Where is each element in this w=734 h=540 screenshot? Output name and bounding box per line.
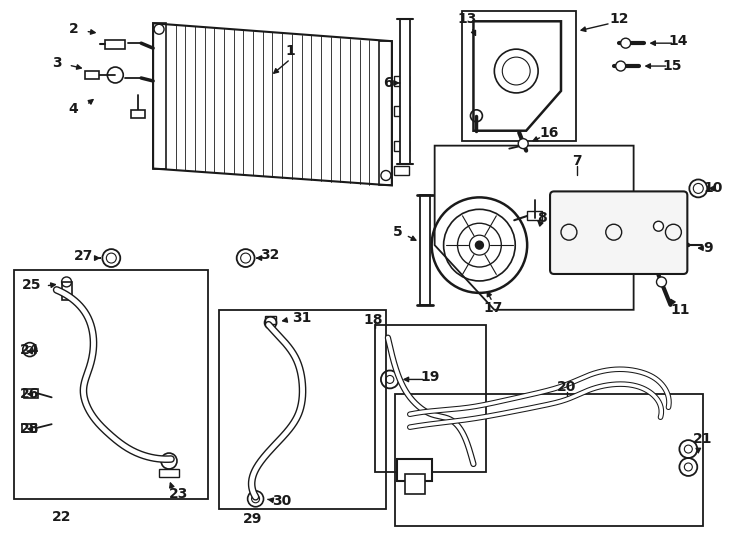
Text: 4: 4 <box>69 102 79 116</box>
Bar <box>85 71 99 79</box>
Text: 8: 8 <box>537 211 547 225</box>
Bar <box>219 310 386 509</box>
Bar <box>405 474 425 494</box>
Text: 29: 29 <box>243 512 262 526</box>
Text: 6: 6 <box>383 76 393 90</box>
Bar <box>131 110 145 118</box>
Text: 24: 24 <box>20 342 40 356</box>
Text: 23: 23 <box>170 487 189 501</box>
Bar <box>14 270 208 499</box>
Bar <box>527 211 542 220</box>
Bar <box>375 325 487 472</box>
Bar <box>394 166 409 176</box>
Circle shape <box>616 61 625 71</box>
Bar <box>395 394 703 525</box>
Bar <box>394 106 409 116</box>
Bar <box>159 469 179 477</box>
Text: 22: 22 <box>52 510 71 524</box>
Text: 10: 10 <box>703 181 723 195</box>
Text: 9: 9 <box>703 241 713 255</box>
Circle shape <box>518 139 528 148</box>
Text: 26: 26 <box>20 387 39 401</box>
Text: 3: 3 <box>52 56 62 70</box>
Bar <box>264 316 277 323</box>
Circle shape <box>621 38 631 48</box>
Text: 25: 25 <box>22 278 42 292</box>
Bar <box>62 282 71 300</box>
Text: 20: 20 <box>557 380 577 394</box>
Text: 12: 12 <box>609 12 628 26</box>
Bar <box>400 19 410 164</box>
Text: 21: 21 <box>692 432 712 446</box>
Text: 5: 5 <box>393 225 403 239</box>
Circle shape <box>653 221 664 231</box>
Text: 15: 15 <box>663 59 682 73</box>
Text: 11: 11 <box>671 303 690 317</box>
Text: 16: 16 <box>539 126 559 140</box>
Text: 19: 19 <box>420 370 440 384</box>
Text: 32: 32 <box>261 248 280 262</box>
Text: 28: 28 <box>20 422 40 436</box>
Text: 18: 18 <box>363 313 382 327</box>
Text: 31: 31 <box>292 310 312 325</box>
Text: 2: 2 <box>69 22 79 36</box>
Bar <box>22 424 36 432</box>
Text: 27: 27 <box>74 249 93 263</box>
Bar <box>394 140 409 151</box>
Bar <box>23 389 37 399</box>
Bar <box>106 40 126 49</box>
Bar <box>394 76 409 86</box>
Text: 17: 17 <box>484 301 503 315</box>
Text: 1: 1 <box>286 44 295 58</box>
Circle shape <box>656 277 666 287</box>
Bar <box>420 195 429 305</box>
Circle shape <box>476 241 484 249</box>
Bar <box>462 11 576 140</box>
Text: 30: 30 <box>272 494 291 508</box>
Bar <box>397 459 432 481</box>
Text: 7: 7 <box>572 153 582 167</box>
Text: 14: 14 <box>669 34 688 48</box>
Text: 13: 13 <box>458 12 477 26</box>
FancyBboxPatch shape <box>550 191 687 274</box>
